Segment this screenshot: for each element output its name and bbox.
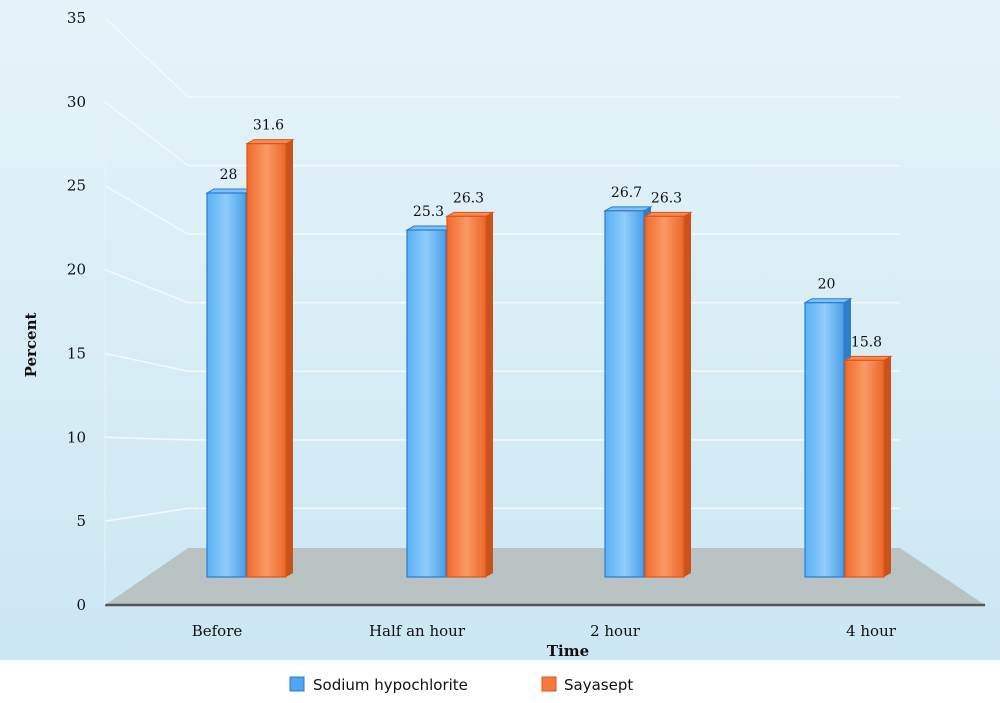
gridlines — [104, 17, 900, 522]
gridline-side — [104, 436, 189, 441]
y-tick-label: 5 — [76, 512, 86, 530]
y-tick-label: 10 — [67, 428, 86, 446]
bar-top — [843, 355, 893, 361]
y-tick-label: 15 — [67, 344, 86, 362]
bar-front — [406, 229, 447, 578]
bar-side — [884, 356, 891, 577]
gridline-side — [104, 352, 189, 373]
x-tick-label: 4 hour — [846, 622, 897, 640]
data-label: 25.3 — [413, 204, 444, 220]
bar-front — [206, 192, 247, 578]
y-tick-label: 20 — [67, 261, 86, 279]
x-tick-label: 2 hour — [590, 622, 641, 640]
y-tick-label: 30 — [67, 93, 86, 111]
legend: Sodium hypochlorite Sayasept — [289, 676, 633, 694]
y-axis-title: Percent — [22, 313, 40, 378]
bar-front — [844, 359, 885, 578]
data-label: 26.3 — [651, 190, 682, 206]
gridline-side — [104, 17, 189, 98]
x-axis-title: Time — [547, 642, 589, 660]
data-label: 20 — [818, 277, 836, 293]
bar-sayasept — [445, 211, 495, 578]
axes — [104, 16, 985, 607]
bar-side — [286, 139, 293, 577]
bar-sodium — [603, 206, 653, 578]
bar-sayasept — [245, 139, 295, 578]
gridline-side — [104, 268, 189, 304]
bar-sodium — [205, 188, 255, 578]
gridline-side — [104, 185, 189, 235]
bar-sodium — [803, 298, 853, 578]
legend-label: Sayasept — [564, 676, 633, 694]
data-label: 26.7 — [611, 185, 642, 201]
bar-front — [804, 302, 845, 578]
x-tick-labels: Before Half an hour 2 hour 4 hour — [192, 622, 897, 640]
bar-front — [446, 215, 487, 578]
x-tick-label: Half an hour — [369, 622, 466, 640]
legend-swatch — [541, 676, 557, 692]
gridline-side — [104, 101, 189, 167]
floor-plane — [105, 548, 985, 605]
bar-sodium — [405, 225, 455, 578]
bar-sayasept — [643, 211, 693, 578]
data-label: 28 — [220, 167, 238, 183]
x-tick-label: Before — [192, 622, 243, 640]
bar-side — [684, 212, 691, 578]
bar-sayasept — [843, 355, 893, 578]
data-labels: 28 31.6 25.3 26.3 26.7 26.3 20 15.8 — [220, 118, 883, 351]
data-label: 15.8 — [851, 334, 882, 350]
bar-side — [486, 212, 493, 578]
data-label: 26.3 — [453, 190, 484, 206]
legend-swatch — [289, 676, 305, 692]
bar-front — [644, 215, 685, 578]
bar-front — [246, 143, 287, 578]
y-tick-label: 25 — [67, 177, 86, 195]
legend-label: Sodium hypochlorite — [313, 676, 468, 694]
data-label: 31.6 — [253, 118, 284, 134]
y-tick-label: 0 — [76, 596, 86, 614]
y-tick-labels: 0 5 10 15 20 25 30 35 — [67, 9, 86, 614]
chart-floor — [105, 548, 985, 605]
gridline-side — [104, 507, 189, 522]
bar-front — [604, 210, 645, 578]
y-tick-label: 35 — [67, 9, 86, 27]
bars — [205, 139, 893, 578]
